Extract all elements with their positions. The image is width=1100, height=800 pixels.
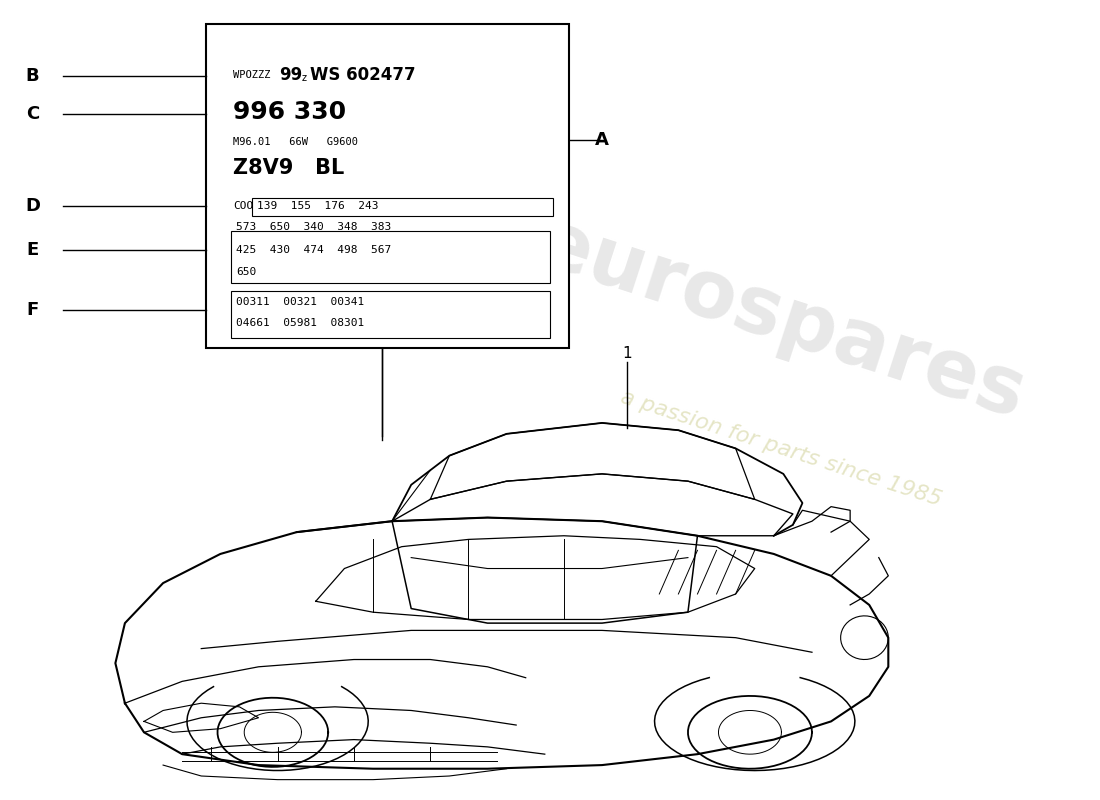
Text: 650: 650 [236,267,256,277]
Text: WS 602477: WS 602477 [310,66,416,84]
Text: 00311  00321  00341: 00311 00321 00341 [236,298,364,307]
Text: eurospares: eurospares [527,204,1035,436]
Text: C: C [26,105,40,122]
Text: 04661  05981  08301: 04661 05981 08301 [236,318,364,328]
Bar [231,291,550,338]
Text: A: A [595,131,608,149]
Text: 139  155  176  243: 139 155 176 243 [257,202,378,211]
Text: 996 330: 996 330 [233,100,346,124]
Text: M96.01   66W   G9600: M96.01 66W G9600 [233,138,359,147]
Text: a passion for parts since 1985: a passion for parts since 1985 [618,386,944,510]
Text: F: F [26,302,39,319]
Text: 573  650  340  348  383: 573 650 340 348 383 [236,222,392,232]
Text: COO: COO [233,202,253,211]
Text: WPOZZZ: WPOZZZ [233,70,277,80]
Bar [231,231,550,283]
Text: E: E [26,241,39,258]
Text: 99: 99 [278,66,301,84]
Bar [206,24,570,348]
Text: 1: 1 [621,346,631,361]
Text: 425  430  474  498  567: 425 430 474 498 567 [236,245,392,254]
Text: D: D [25,198,40,215]
Text: Z8V9   BL: Z8V9 BL [233,158,344,178]
Text: B: B [25,67,40,85]
Bar [252,198,553,216]
Text: z: z [301,73,307,82]
